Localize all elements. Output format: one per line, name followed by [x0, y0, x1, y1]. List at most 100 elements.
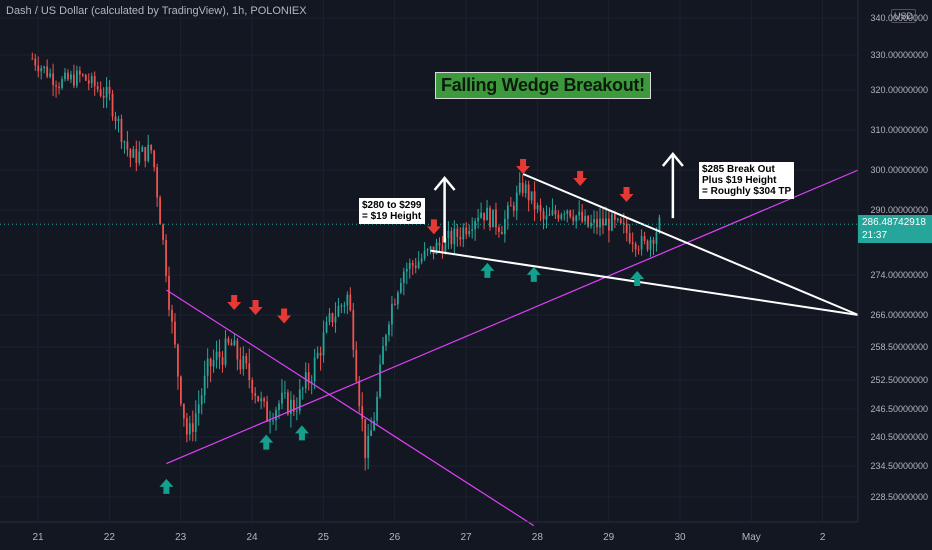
trend-line-descending	[166, 289, 535, 527]
candle-body	[524, 184, 527, 194]
candle-body	[596, 219, 598, 228]
x-tick-label: May	[741, 532, 761, 543]
candle-body	[483, 212, 485, 221]
candle-body	[554, 210, 557, 215]
trend-lines	[0, 169, 859, 527]
candle-body	[177, 344, 179, 377]
candle-body	[40, 68, 43, 72]
y-tick-label: 266.00000000	[870, 310, 928, 320]
candle-body	[584, 215, 587, 222]
candle-body	[325, 322, 328, 333]
candle-body	[230, 342, 233, 346]
candle-body	[396, 292, 399, 305]
candle-body	[289, 399, 292, 415]
candle-body	[257, 396, 260, 402]
candle-body	[87, 80, 90, 84]
candle-body	[634, 244, 637, 250]
candle-body	[313, 357, 316, 382]
candle-body	[304, 372, 307, 389]
candle-body	[322, 332, 325, 356]
candle-body	[619, 218, 622, 224]
candle-body	[631, 242, 634, 245]
candle-body	[43, 66, 46, 69]
candle-body	[533, 191, 536, 210]
candle-body	[316, 352, 319, 358]
candle-body	[55, 85, 57, 87]
candle-body	[486, 207, 488, 221]
candle-body	[123, 141, 126, 143]
candle-body	[373, 420, 375, 431]
candle-body	[590, 222, 592, 227]
candle-body	[349, 294, 352, 311]
candle-body	[560, 214, 563, 219]
x-tick-label: 24	[246, 532, 258, 543]
candle-body	[423, 250, 426, 259]
candle-body	[572, 216, 575, 222]
candle-body	[646, 240, 649, 250]
support-arrow	[159, 478, 174, 494]
candle-body	[471, 229, 474, 231]
candle-body	[557, 214, 560, 219]
candle-body	[551, 210, 554, 215]
candle-body	[292, 399, 295, 412]
resistance-arrow	[227, 295, 242, 310]
y-tick-label: 340.00000000	[870, 13, 928, 23]
candle-body	[346, 294, 349, 306]
support-arrow	[630, 270, 645, 286]
candle-body	[355, 349, 358, 381]
candle-body	[625, 223, 628, 234]
y-tick-label: 274.00000000	[870, 270, 928, 280]
candle-body	[462, 227, 465, 240]
resistance-arrow	[277, 308, 292, 324]
y-tick-label: 290.00000000	[870, 205, 928, 215]
y-tick-label: 258.50000000	[870, 342, 928, 352]
candle-body	[358, 380, 361, 407]
candle-body	[581, 211, 584, 222]
candle-body	[171, 309, 173, 322]
candle-body	[266, 401, 268, 422]
candle-body	[218, 351, 221, 358]
candle-body	[245, 355, 248, 364]
candle-body	[652, 239, 655, 244]
candle-body	[141, 147, 144, 152]
y-tick-label: 330.00000000	[870, 50, 928, 60]
candle-body	[310, 381, 313, 383]
candle-body	[506, 205, 509, 219]
candle-body	[227, 338, 230, 343]
candle-body	[209, 358, 212, 367]
candle-body	[191, 423, 194, 432]
candle-body	[102, 95, 105, 98]
candle-body	[385, 335, 387, 347]
candle-body	[52, 73, 54, 86]
resistance-arrow	[248, 300, 263, 315]
candle-body	[509, 205, 512, 207]
candle-body	[417, 261, 420, 268]
candle-body	[135, 149, 138, 163]
candle-body	[34, 58, 37, 66]
candle-body	[58, 86, 60, 89]
candle-body	[337, 305, 340, 317]
candle-body	[411, 262, 414, 266]
resistance-arrow	[426, 219, 441, 235]
symbol-title[interactable]: Dash / US Dollar (calculated by TradingV…	[6, 5, 307, 17]
height-arrow-head	[433, 176, 456, 191]
candle-body	[64, 72, 66, 80]
support-arrow	[526, 266, 541, 282]
target-note: $285 Break Out Plus $19 Height = Roughly…	[699, 162, 795, 199]
candle-body	[150, 144, 153, 151]
candle-body	[90, 76, 93, 84]
candle-body	[643, 236, 646, 241]
candle-body	[610, 214, 613, 231]
trend-line-support	[166, 169, 859, 465]
candle-body	[278, 403, 280, 411]
candle-body	[501, 231, 503, 235]
candle-body	[328, 313, 331, 323]
candle-body	[536, 205, 539, 210]
support-arrow	[480, 262, 495, 278]
candle-body	[165, 239, 167, 277]
currency-badge[interactable]: USD	[891, 9, 917, 23]
x-tick-label: 28	[531, 532, 543, 543]
candle-body	[441, 245, 444, 254]
y-tick-label: 228.50000000	[870, 492, 928, 502]
